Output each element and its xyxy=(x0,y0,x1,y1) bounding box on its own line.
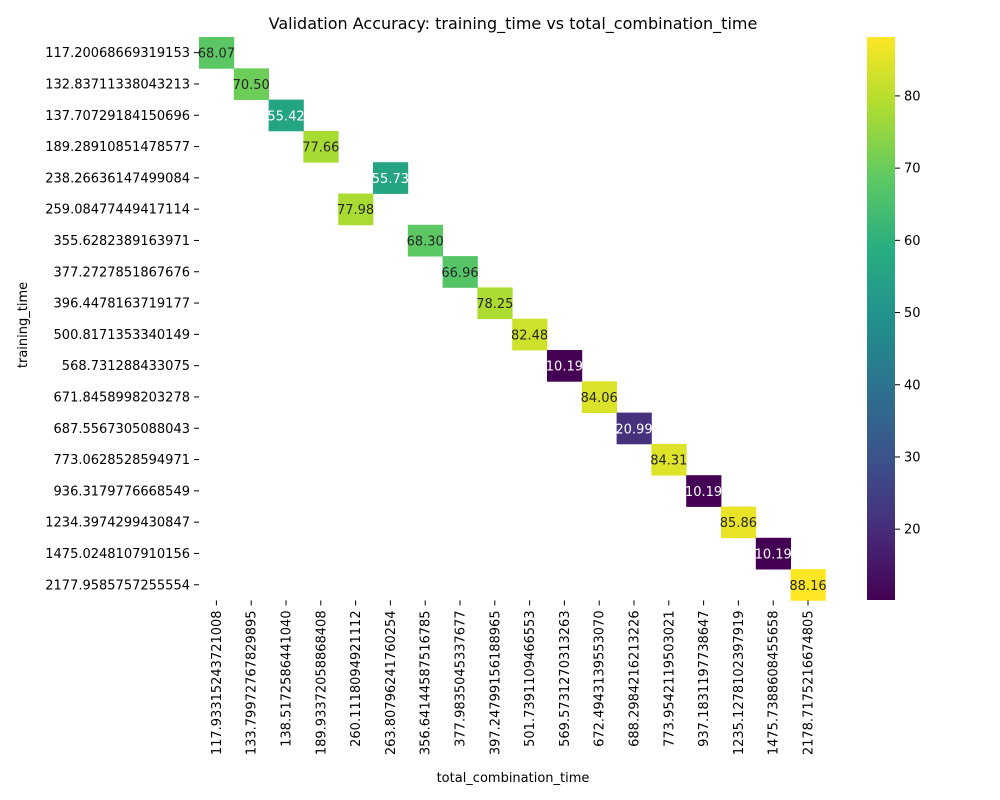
cell-value-label: 68.07 xyxy=(198,47,235,62)
y-tick-label: 396.4478163719177 xyxy=(54,297,190,312)
colorbar-ticks: 20 30 40 50 60 70 80 xyxy=(895,89,921,538)
cell-value-label: 88.16 xyxy=(789,579,826,594)
colorbar-tick-label: 40 xyxy=(904,378,921,393)
y-tick-label: 377.2727851867676 xyxy=(54,265,190,280)
heatmap-cell xyxy=(721,506,757,539)
heatmap-cell xyxy=(651,443,687,476)
x-tick-label: 397.24799156188965 xyxy=(488,610,503,755)
heatmap-cell xyxy=(442,256,478,288)
heatmap-cell xyxy=(477,287,513,320)
x-tick-label: 138.5172586441040 xyxy=(280,610,295,746)
x-tick-label: 1475.7388608455658 xyxy=(767,610,782,755)
x-axis-label: total_combination_time xyxy=(437,771,590,786)
y-tick-label: 1475.0248107910156 xyxy=(45,547,190,562)
cell-value-label: 77.66 xyxy=(302,141,339,156)
heatmap-cell xyxy=(338,193,374,226)
y-tick-label: 189.28910851478577 xyxy=(45,140,190,155)
y-tick-label: 117.20068669319153 xyxy=(45,46,190,61)
y-tick-label: 671.8458998203278 xyxy=(54,390,190,405)
x-tick-label: 260.1118094921112 xyxy=(349,610,364,746)
cell-value-label: 20.99 xyxy=(615,422,652,437)
heatmap-cell xyxy=(373,162,409,194)
x-tick-label: 501.7391109466553 xyxy=(523,610,538,746)
y-tick-label: 132.83711338043213 xyxy=(45,77,190,92)
cell-value-label: 55.73 xyxy=(372,172,409,187)
y-tick-label: 259.08477449417114 xyxy=(45,203,190,218)
x-tick-label: 189.93372058868408 xyxy=(314,610,329,755)
cell-value-label: 70.50 xyxy=(233,78,270,93)
y-axis-ticks: 117.20068669319153 132.83711338043213 137.… xyxy=(45,46,199,593)
y-tick-label: 2177.9585757255554 xyxy=(45,578,190,593)
y-tick-label: 687.5567305088043 xyxy=(54,422,190,437)
cell-value-label: 78.25 xyxy=(476,297,513,312)
cell-value-label: 55.42 xyxy=(267,109,304,124)
colorbar-tick-label: 80 xyxy=(904,89,921,104)
cell-value-label: 66.96 xyxy=(441,266,478,281)
cell-value-label: 77.98 xyxy=(337,203,374,218)
heatmap-cell xyxy=(790,569,826,601)
heatmap-cell xyxy=(547,350,583,382)
heatmap-cell xyxy=(616,412,652,445)
y-tick-label: 936.3179776668549 xyxy=(54,484,190,499)
heatmap-cell xyxy=(686,475,722,507)
x-tick-label: 117.93315243721008 xyxy=(210,610,225,755)
x-tick-label: 377.9835045337677 xyxy=(454,610,469,746)
heatmap-cell xyxy=(407,224,443,257)
heatmap-cells: 68.07 70.50 55.42 77.66 55.73 77.98 68.30 66.96… xyxy=(198,37,827,601)
chart-title: Validation Accuracy: training_time vs to… xyxy=(269,14,758,34)
y-tick-label: 137.70729184150696 xyxy=(45,109,190,124)
heatmap-cell xyxy=(268,99,304,132)
cell-value-label: 84.31 xyxy=(650,454,687,469)
cell-value-label: 84.06 xyxy=(581,391,618,406)
heatmap-cell xyxy=(233,68,269,100)
cell-value-label: 10.19 xyxy=(546,360,583,375)
heatmap-cell xyxy=(581,381,617,413)
heatmap-cell xyxy=(512,318,548,351)
colorbar-tick-label: 60 xyxy=(904,234,921,249)
y-tick-label: 238.26636147499084 xyxy=(45,171,190,186)
x-tick-label: 569.5731270313263 xyxy=(558,610,573,746)
x-tick-label: 1235.1278102397919 xyxy=(732,610,747,755)
colorbar-tick-label: 50 xyxy=(904,306,921,321)
y-tick-label: 355.6282389163971 xyxy=(54,234,190,249)
x-axis-ticks: 117.93315243721008 133.79972767829895 138.… xyxy=(210,600,817,755)
y-tick-label: 773.0628528594971 xyxy=(54,453,190,468)
x-tick-label: 263.80796241760254 xyxy=(384,610,399,755)
colorbar xyxy=(867,37,895,600)
cell-value-label: 10.19 xyxy=(755,547,792,562)
colorbar-tick-label: 70 xyxy=(904,162,921,177)
x-tick-label: 672.4943139553070 xyxy=(593,610,608,746)
colorbar-tick-label: 20 xyxy=(904,523,921,538)
x-tick-label: 773.9542119503021 xyxy=(662,610,677,746)
cell-value-label: 82.48 xyxy=(511,328,548,343)
heatmap-cell xyxy=(303,130,339,163)
x-tick-label: 2178.7175216674805 xyxy=(802,610,817,755)
x-tick-label: 133.79972767829895 xyxy=(245,610,260,755)
y-tick-label: 500.8171353340149 xyxy=(54,328,190,343)
x-tick-label: 688.2984216213226 xyxy=(628,610,643,746)
heatmap-cell xyxy=(755,537,791,570)
y-axis-label: training_time xyxy=(16,282,31,368)
cell-value-label: 10.19 xyxy=(685,485,722,500)
x-tick-label: 356.64144587516785 xyxy=(419,610,434,755)
y-tick-label: 568.731288433075 xyxy=(62,359,190,374)
colorbar-tick-label: 30 xyxy=(904,450,921,465)
y-tick-label: 1234.3974299430847 xyxy=(45,516,190,531)
heatmap-cell xyxy=(199,37,235,69)
cell-value-label: 85.86 xyxy=(720,516,757,531)
x-tick-label: 937.1831197738647 xyxy=(697,610,712,746)
cell-value-label: 68.30 xyxy=(407,234,444,249)
